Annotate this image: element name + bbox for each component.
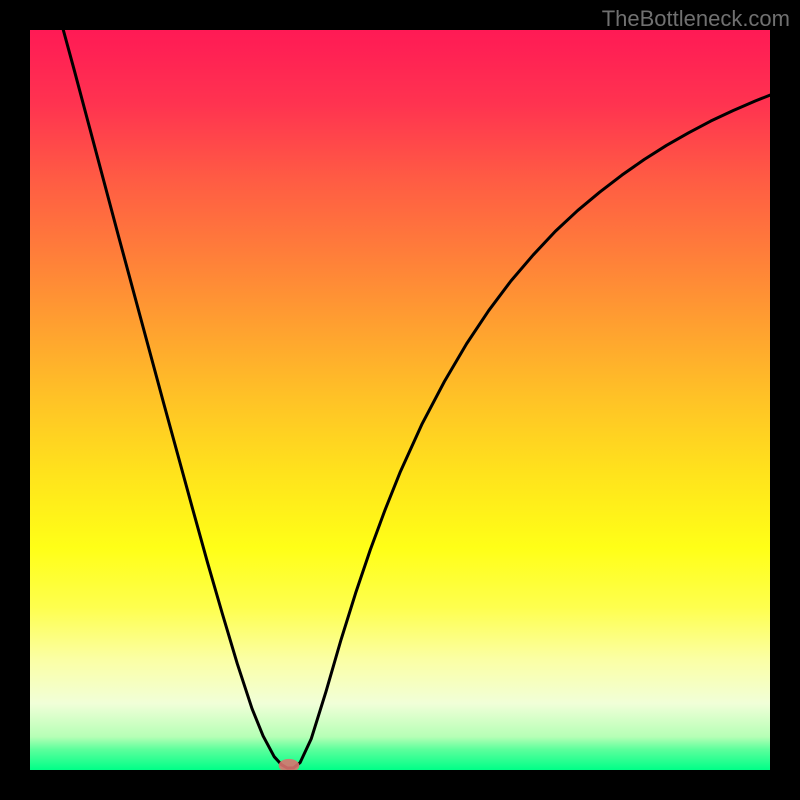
plot-area	[30, 30, 770, 770]
gradient-background	[30, 30, 770, 770]
bottleneck-curve-chart	[30, 30, 770, 770]
watermark-text: TheBottleneck.com	[602, 6, 790, 32]
